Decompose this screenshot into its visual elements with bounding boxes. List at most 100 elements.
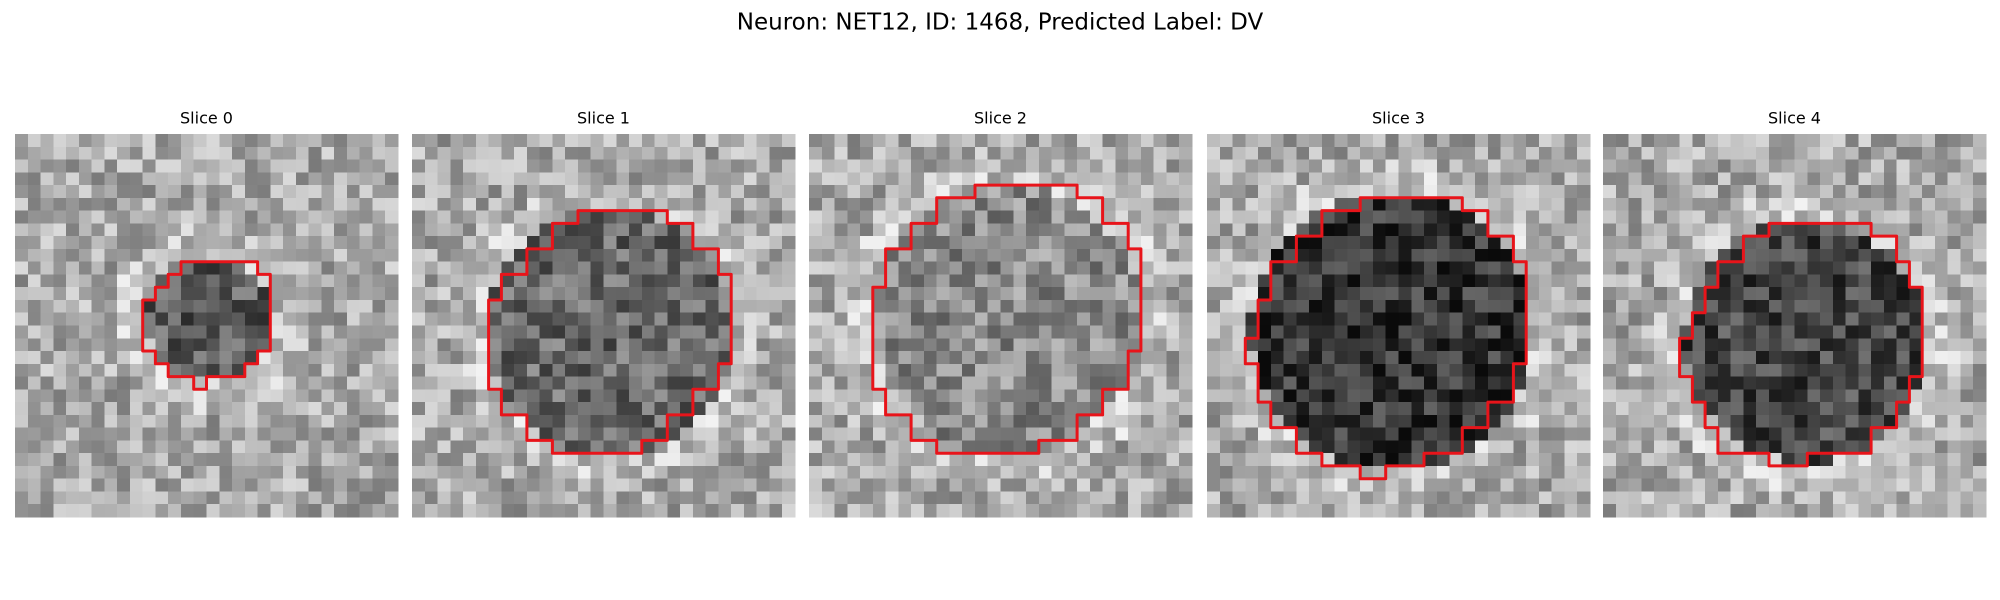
pixel [1102,223,1116,237]
pixel [385,134,399,148]
pixel [283,325,297,339]
pixel [834,427,848,441]
pixel [1013,312,1027,326]
pixel [321,261,335,275]
pixel [1166,210,1180,224]
pixel [911,440,925,454]
pixel [1232,134,1246,148]
pixel [1424,376,1438,390]
pixel [616,274,630,288]
pixel [78,465,92,480]
pixel [590,376,604,390]
pixel [885,134,899,148]
pixel [1000,478,1014,492]
pixel [1641,312,1655,326]
pixel [78,223,92,237]
pixel [860,159,874,173]
pixel [385,440,399,454]
pixel [680,274,694,288]
pixel [1947,491,1961,505]
pixel [1730,287,1744,301]
pixel [1077,236,1091,250]
pixel [168,146,182,160]
pixel [142,146,156,160]
pixel [1896,223,1910,237]
pixel [1679,287,1693,301]
pixel [641,465,655,480]
pixel [385,414,399,429]
pixel [577,478,592,492]
pixel [1462,351,1476,365]
pixel [885,210,899,224]
pixel [295,248,310,263]
pixel [1064,159,1078,173]
pixel [1102,197,1116,211]
pixel [1564,453,1578,467]
pixel [283,453,297,467]
pixel [91,389,105,403]
pixel [1832,172,1846,186]
pixel [1577,453,1591,467]
pixel [1934,478,1949,492]
pixel [1487,351,1502,365]
pixel [1309,478,1323,492]
pixel [1500,478,1514,492]
pixel [501,338,515,352]
pixel [219,312,233,326]
pixel [1077,504,1091,518]
pixel [219,338,233,352]
pixel [860,248,874,263]
pixel [936,223,950,237]
pixel [1551,440,1565,454]
pixel [91,159,105,173]
pixel [27,389,41,403]
pixel [1538,465,1553,480]
pixel [129,210,144,224]
pixel [616,210,630,224]
pixel [1424,134,1438,148]
pixel [232,402,246,416]
pixel [539,338,553,352]
pixel [206,223,220,237]
pixel [1551,351,1565,365]
pixel [180,223,195,237]
pixel [1258,172,1272,186]
pixel [283,172,297,186]
pixel [450,185,464,199]
pixel [1270,427,1284,441]
pixel [1909,299,1923,314]
pixel [1283,376,1297,390]
pixel [232,338,246,352]
pixel [1705,338,1719,352]
pixel [526,274,541,288]
pixel [1820,338,1834,352]
pixel [718,453,732,467]
pixel [1166,312,1180,326]
pixel [743,389,758,403]
pixel [1372,223,1387,237]
pixel [603,172,617,186]
pixel [155,185,169,199]
pixel [1858,440,1872,454]
pixel [1615,440,1629,454]
pixel [1692,402,1706,416]
pixel [1000,210,1014,224]
panel-title: Slice 4 [1768,109,1821,128]
pixel [501,261,515,275]
pixel [936,427,950,441]
pixel [475,338,489,352]
pixel [66,402,80,416]
pixel [244,504,258,518]
pixel [834,465,848,480]
pixel [1398,465,1412,480]
pixel [577,402,592,416]
pixel [1500,363,1514,377]
pixel [1077,172,1091,186]
pixel [40,491,54,505]
pixel [1207,389,1221,403]
pixel [1283,363,1297,377]
pixel [1462,134,1476,148]
pixel [1500,351,1514,365]
pixel [1743,465,1757,480]
pixel [283,427,297,441]
